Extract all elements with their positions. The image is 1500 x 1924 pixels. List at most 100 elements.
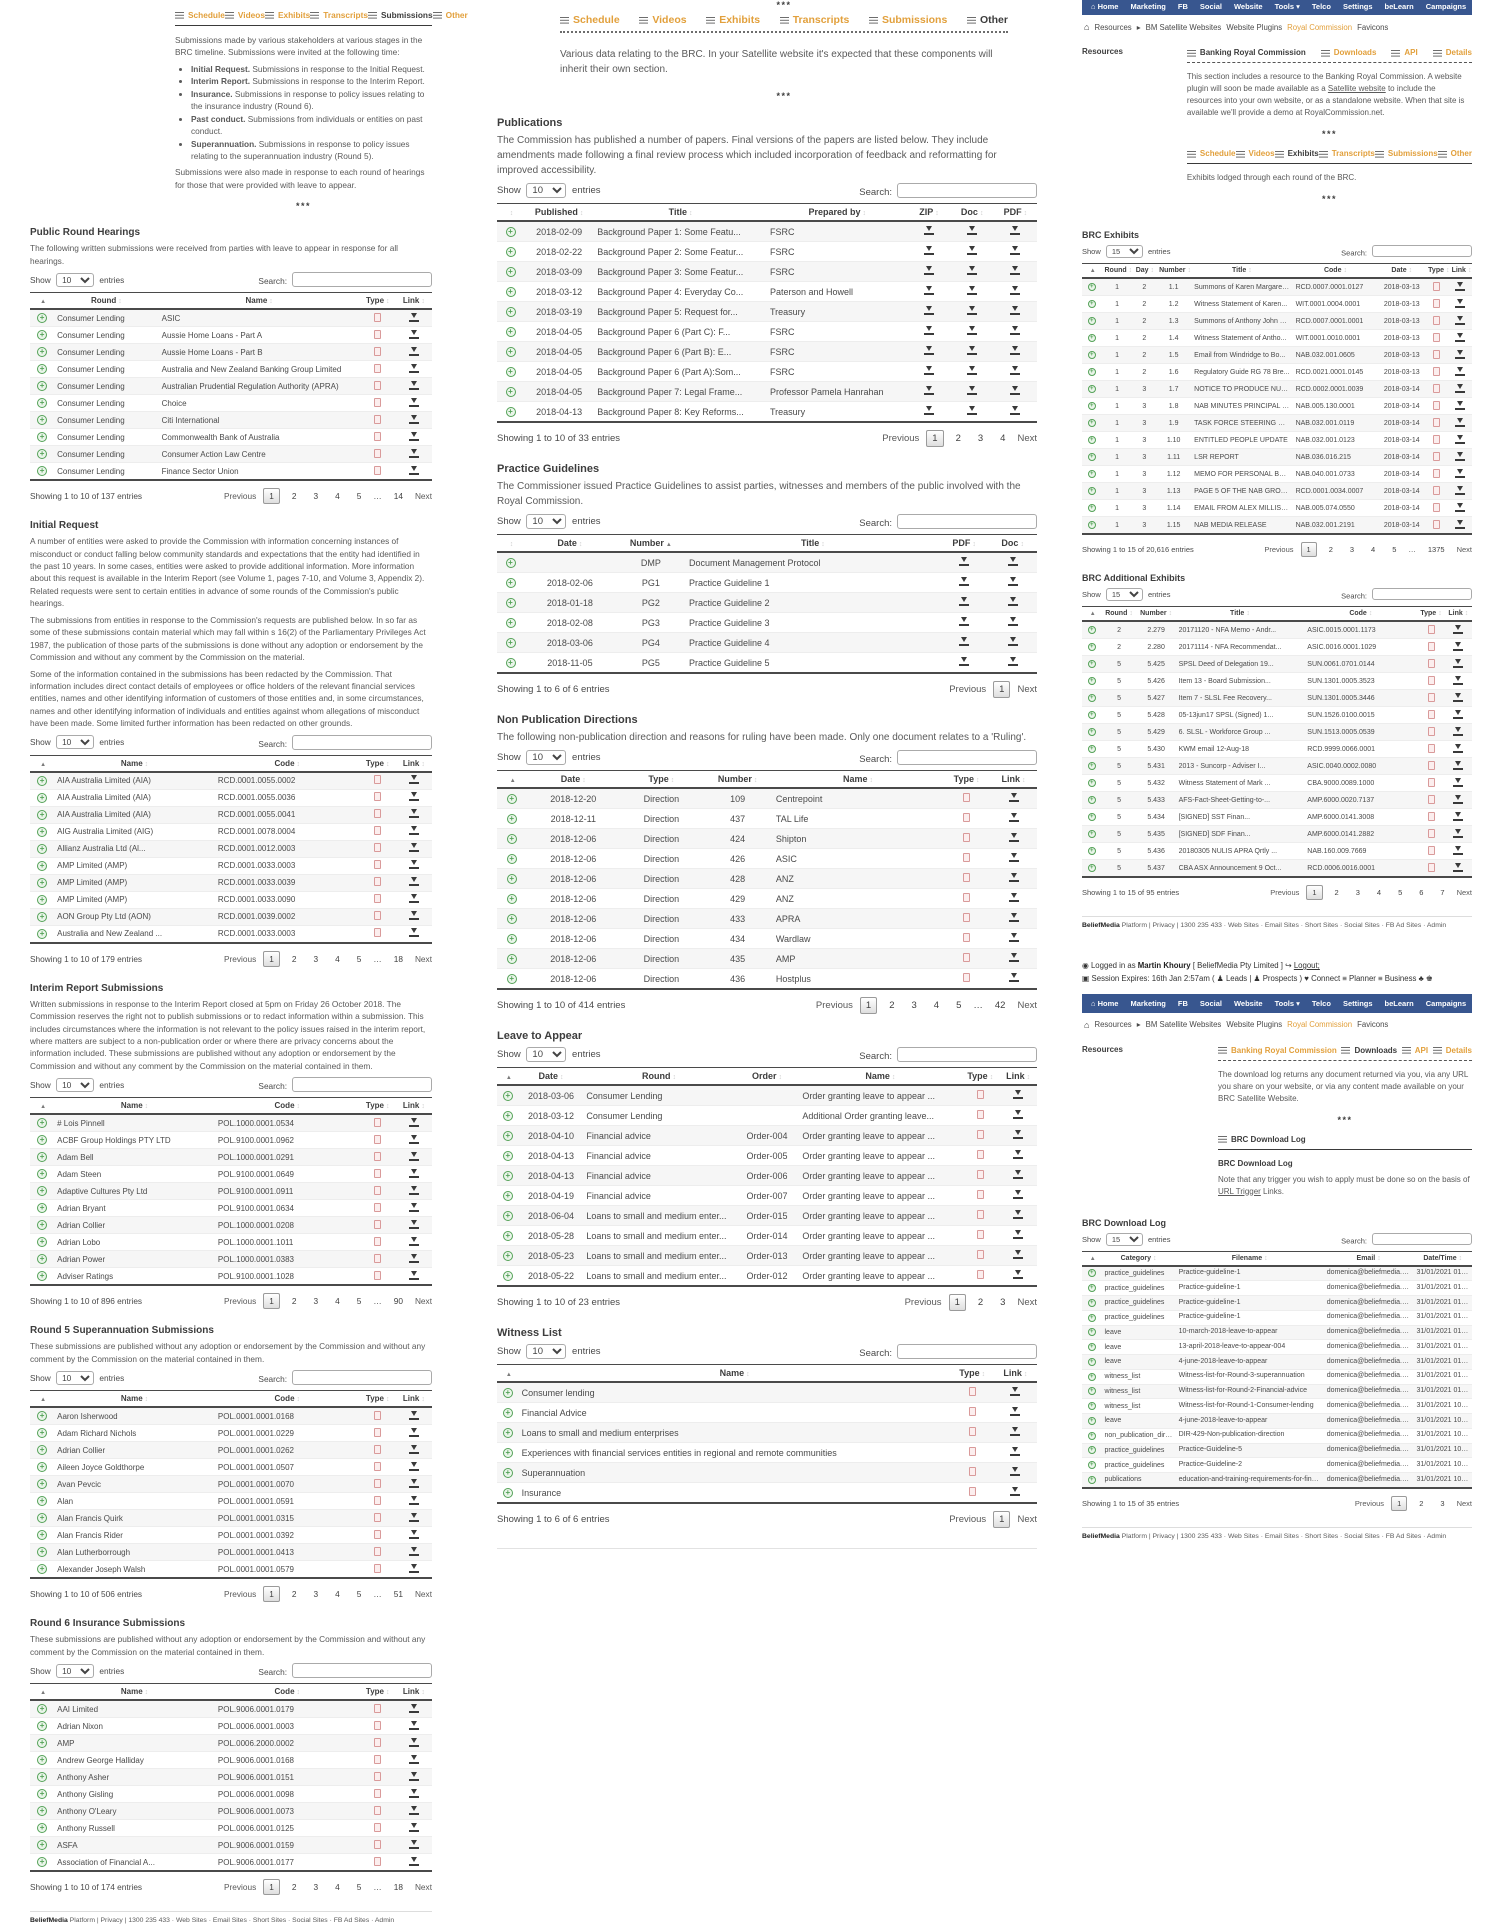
document-type-icon[interactable] [374, 1253, 382, 1263]
download-icon[interactable] [1010, 266, 1021, 275]
cell-download[interactable] [950, 221, 994, 242]
cell-file[interactable] [1417, 706, 1445, 724]
cell-download[interactable] [395, 428, 432, 447]
nav-item-videos[interactable]: Videos [639, 14, 687, 26]
cell-expand[interactable]: + [497, 1402, 519, 1423]
cell-expand[interactable]: + [497, 1442, 519, 1463]
cell-file[interactable] [943, 908, 991, 929]
cell-download[interactable] [395, 360, 432, 379]
cell-file[interactable] [359, 377, 396, 396]
download-icon[interactable] [408, 911, 419, 921]
cell-file[interactable] [961, 1185, 1000, 1206]
expand-row-icon[interactable]: + [37, 347, 48, 358]
cell-download[interactable] [950, 401, 994, 423]
cell-download[interactable] [950, 261, 994, 282]
pagination-previous[interactable]: Previous [904, 1297, 942, 1308]
document-type-icon[interactable] [374, 860, 382, 870]
cell-expand[interactable]: + [30, 1216, 55, 1235]
document-type-icon[interactable] [1427, 624, 1435, 634]
pagination-page-5[interactable]: 5 [956, 1000, 962, 1011]
cell-file[interactable] [1417, 757, 1445, 775]
cell-download[interactable] [999, 1125, 1037, 1146]
cell-download[interactable] [395, 1216, 432, 1235]
cell-expand[interactable]: + [497, 1265, 519, 1287]
expand-row-icon[interactable]: + [37, 1428, 48, 1439]
column-header-item[interactable]: ↕ [497, 534, 524, 553]
pagination-page-4[interactable]: 4 [335, 953, 340, 964]
pagination-page-3[interactable]: 3 [1440, 1498, 1445, 1508]
pagination-page-4[interactable]: 4 [1376, 888, 1382, 897]
cell-download[interactable] [395, 874, 432, 892]
column-header-name[interactable]: Name ↕ [54, 755, 215, 773]
cell-expand[interactable]: + [30, 1819, 55, 1838]
document-type-icon[interactable] [963, 973, 971, 982]
expand-row-icon[interactable]: + [1087, 1461, 1096, 1470]
pagination-page-42[interactable]: 42 [994, 1000, 1006, 1011]
cell-expand[interactable]: + [1082, 1443, 1102, 1459]
cell-file[interactable] [1417, 808, 1445, 826]
expand-row-icon[interactable]: + [1087, 1269, 1096, 1278]
download-icon[interactable] [408, 894, 419, 904]
document-type-icon[interactable] [374, 380, 382, 390]
cell-file[interactable] [943, 888, 991, 909]
column-header-type[interactable]: Type↕ [950, 1364, 994, 1383]
nav-item-exhibits[interactable]: Exhibits [706, 14, 760, 26]
cell-download[interactable] [988, 572, 1037, 593]
column-header-name[interactable]: Name ↕ [772, 770, 944, 789]
cell-expand[interactable]: + [30, 1700, 55, 1719]
document-type-icon[interactable] [1427, 760, 1435, 770]
cell-file[interactable] [359, 1819, 396, 1838]
cell-file[interactable] [1425, 363, 1449, 381]
cell-download[interactable] [990, 848, 1037, 869]
column-header-pdf[interactable]: PDF ↕ [993, 203, 1037, 222]
cell-download[interactable] [395, 343, 432, 362]
document-type-icon[interactable] [374, 1219, 382, 1229]
pagination-page-2[interactable]: 2 [291, 953, 297, 964]
cell-expand[interactable]: + [30, 1509, 55, 1528]
expand-row-icon[interactable]: + [502, 1408, 513, 1418]
expand-row-icon[interactable]: + [502, 1211, 513, 1221]
download-icon[interactable] [1010, 1487, 1021, 1496]
navbar-item-settings[interactable]: Settings [1342, 998, 1373, 1008]
cell-expand[interactable]: + [497, 281, 524, 302]
cell-download[interactable] [395, 1717, 432, 1736]
column-header-code[interactable]: Code ↕ [1292, 263, 1379, 279]
cell-file[interactable] [1417, 638, 1445, 656]
cell-expand[interactable]: + [30, 1717, 55, 1736]
pagination-page-18[interactable]: 18 [393, 953, 403, 964]
cell-expand[interactable]: + [497, 321, 524, 342]
cell-expand[interactable]: + [1082, 1295, 1102, 1311]
search-input[interactable] [897, 1344, 1037, 1359]
download-icon[interactable] [924, 386, 934, 395]
column-header-link[interactable]: Link ↕ [990, 770, 1037, 789]
expand-row-icon[interactable]: + [506, 874, 517, 884]
expand-row-icon[interactable]: + [506, 814, 517, 824]
pagination-previous[interactable]: Previous [224, 1589, 257, 1600]
cell-expand[interactable]: + [30, 1526, 55, 1545]
breadcrumb-item-bm-satellite-websites[interactable]: BM Satellite Websites [1145, 1020, 1222, 1029]
cell-download[interactable] [907, 341, 951, 362]
column-header-pdf[interactable]: PDF ↕ [939, 534, 989, 553]
cell-file[interactable] [943, 968, 991, 990]
column-header-item[interactable]: ▲ [1082, 263, 1102, 279]
entries-select[interactable]: 102550100 [56, 735, 95, 750]
column-header-item[interactable]: ▲ [30, 1683, 55, 1702]
expand-row-icon[interactable]: + [1087, 470, 1096, 478]
cell-expand[interactable]: + [497, 828, 527, 849]
pagination-next[interactable]: Next [414, 491, 432, 502]
pagination-previous[interactable]: Previous [949, 1514, 987, 1525]
cell-download[interactable] [907, 221, 951, 242]
download-icon[interactable] [408, 1219, 419, 1229]
navbar-item-home[interactable]: ⌂ Home [1091, 2, 1119, 11]
document-type-icon[interactable] [374, 1444, 382, 1454]
cell-download[interactable] [1448, 516, 1472, 535]
expand-row-icon[interactable]: + [1087, 813, 1096, 821]
navbar-item-settings[interactable]: Settings [1342, 2, 1373, 11]
column-header-date-time[interactable]: Date/Time ↕ [1413, 1251, 1472, 1267]
cell-file[interactable] [950, 1422, 994, 1443]
document-type-icon[interactable] [1427, 675, 1435, 685]
cell-download[interactable] [395, 1785, 432, 1804]
cell-expand[interactable]: + [497, 1145, 519, 1166]
column-header-link[interactable]: Link ↕ [395, 755, 432, 773]
cell-download[interactable] [907, 281, 951, 302]
